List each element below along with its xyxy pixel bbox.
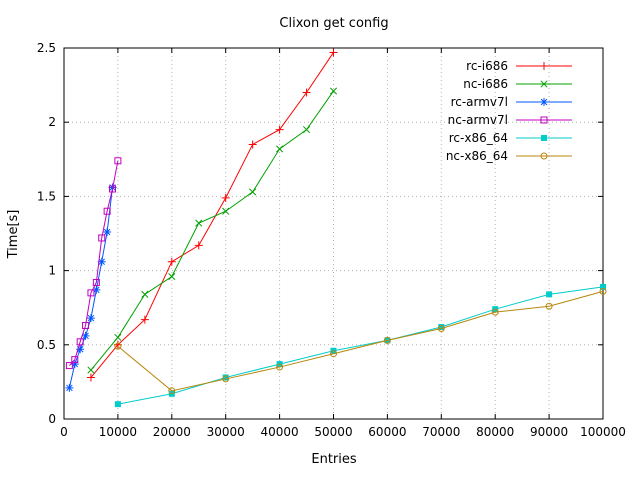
x-tick-label: 60000 <box>368 425 406 439</box>
x-tick-label: 40000 <box>261 425 299 439</box>
series-rc-i686 <box>86 48 338 382</box>
legend-label-nc-x86_64: nc-x86_64 <box>446 149 508 163</box>
x-tick-label: 30000 <box>207 425 245 439</box>
plot-border <box>63 47 604 420</box>
y-tick-label: 1.5 <box>37 189 56 203</box>
x-tick-label: 50000 <box>314 425 352 439</box>
series-rc-armv7l <box>65 183 117 392</box>
y-tick-label: 2 <box>48 115 56 129</box>
series-rc-x86_64 <box>114 283 606 408</box>
legend-item-rc-x86_64: rc-x86_64 <box>449 131 572 145</box>
legend-label-rc-x86_64: rc-x86_64 <box>449 131 508 145</box>
legend-item-rc-i686: rc-i686 <box>466 59 572 73</box>
series-nc-x86_64 <box>114 287 607 395</box>
tick-marks <box>63 47 604 420</box>
y-tick-label: 0 <box>48 412 56 426</box>
x-tick-label: 90000 <box>530 425 568 439</box>
y-tick-label: 1 <box>48 264 56 278</box>
legend-item-nc-armv7l: nc-armv7l <box>448 113 572 127</box>
legend: rc-i686 nc-i686 rc-armv7l nc-armv7l rc-x86_6… <box>446 59 572 163</box>
legend-label-nc-i686: nc-i686 <box>463 77 508 91</box>
legend-item-rc-armv7l: rc-armv7l <box>451 95 572 109</box>
legend-label-rc-armv7l: rc-armv7l <box>451 95 508 109</box>
legend-label-rc-i686: rc-i686 <box>466 59 508 73</box>
y-tick-label: 0.5 <box>37 338 56 352</box>
grid <box>64 47 604 419</box>
y-axis-label: Time[s] <box>6 210 21 260</box>
series-nc-i686 <box>87 87 338 374</box>
chart-root: 0 10000 20000 30000 40000 50000 60000 70000 8000… <box>37 41 626 439</box>
x-tick-label: 10000 <box>99 425 137 439</box>
x-tick-label: 0 <box>60 425 68 439</box>
tick-labels: 0 10000 20000 30000 40000 50000 60000 70000 8000… <box>37 41 626 439</box>
chart-title: Clixon get config <box>279 16 388 31</box>
x-axis-label: Entries <box>311 452 357 467</box>
series-nc-armv7l <box>65 157 122 370</box>
legend-label-nc-armv7l: nc-armv7l <box>448 113 508 127</box>
x-tick-label: 20000 <box>153 425 191 439</box>
x-tick-label: 80000 <box>476 425 514 439</box>
y-tick-label: 2.5 <box>37 41 56 55</box>
legend-item-nc-i686: nc-i686 <box>463 77 572 91</box>
x-tick-label: 70000 <box>422 425 460 439</box>
x-tick-label: 100000 <box>580 425 626 439</box>
legend-item-nc-x86_64: nc-x86_64 <box>446 149 572 163</box>
